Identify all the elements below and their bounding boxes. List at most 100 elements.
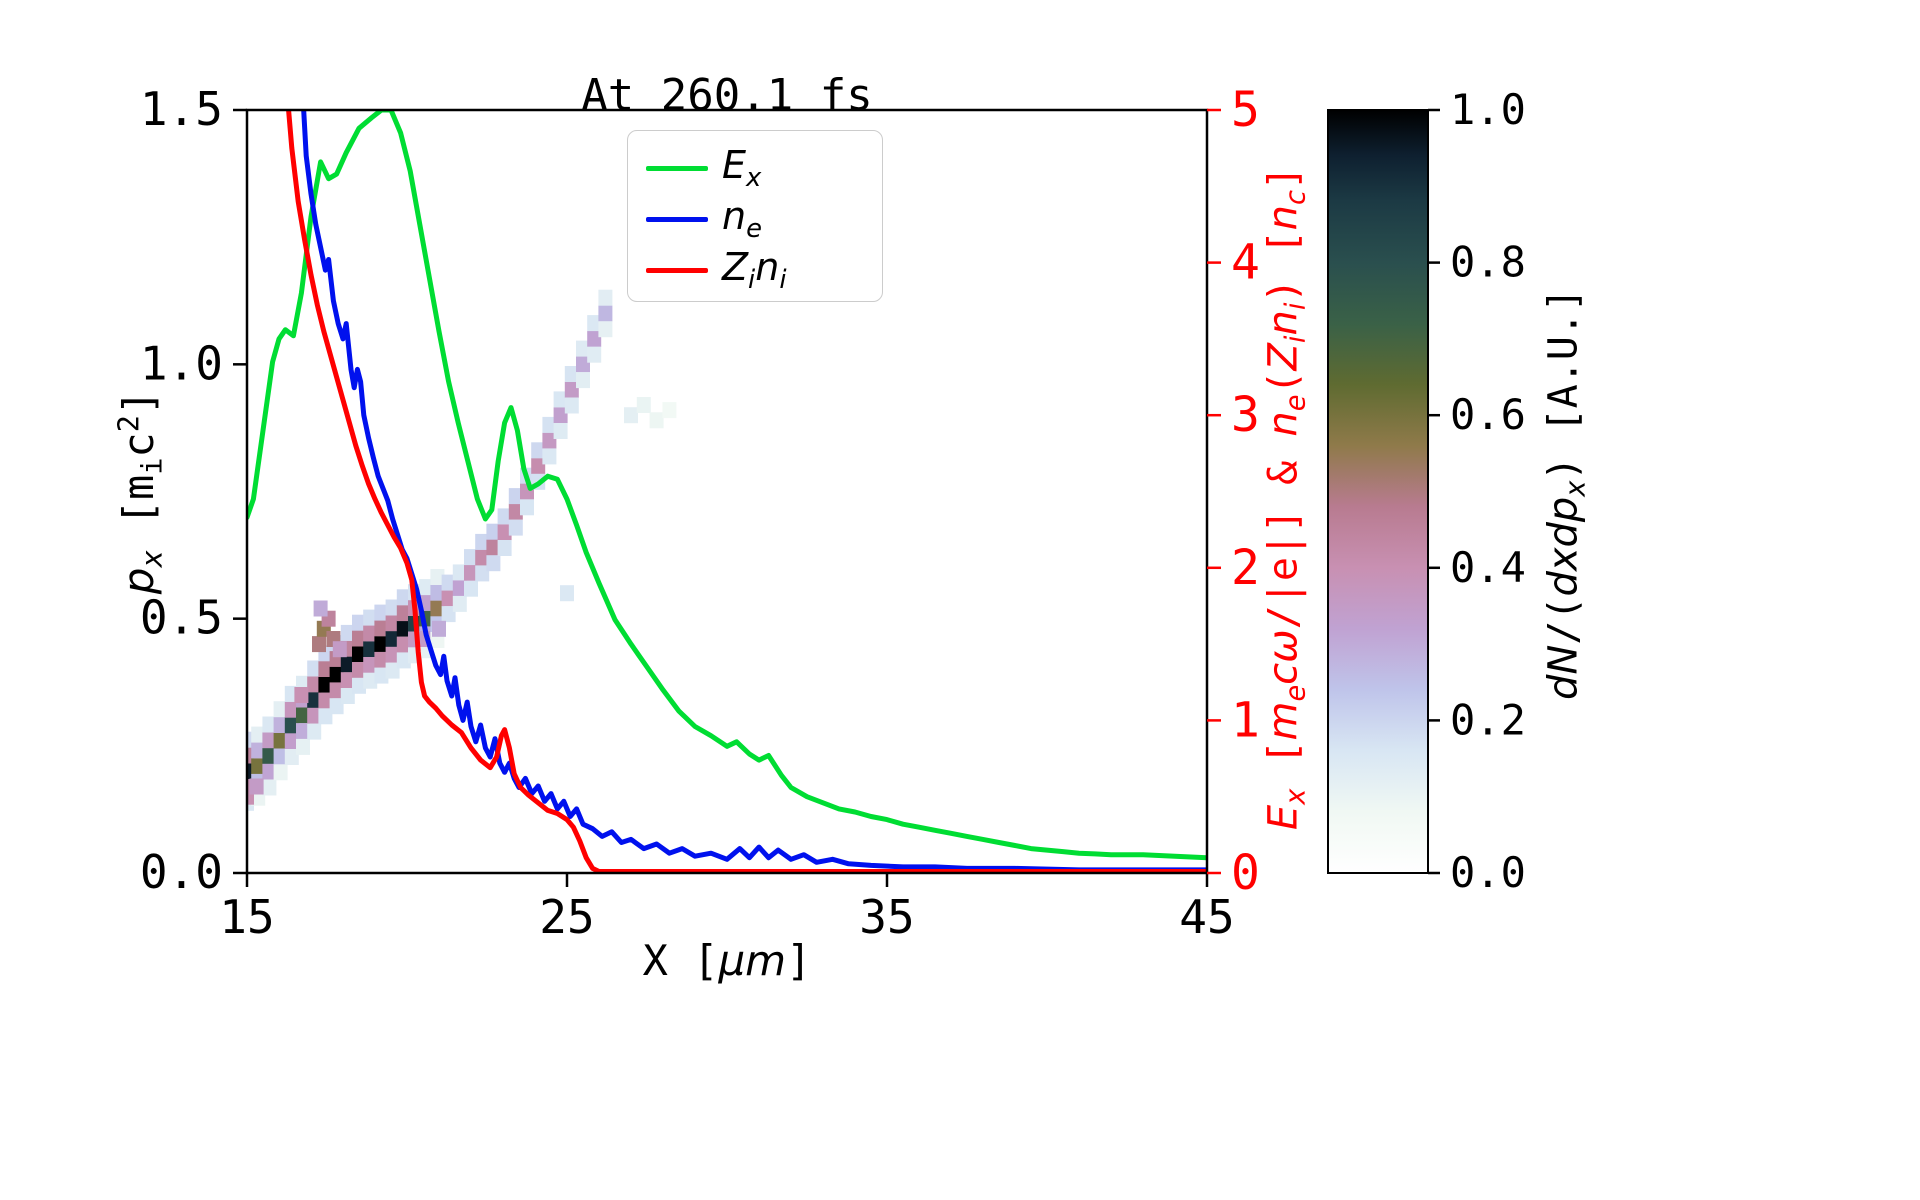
label-segment: i (1280, 302, 1312, 311)
label-segment: n (1260, 411, 1307, 437)
heatmap-cell (598, 321, 613, 338)
x-tick-label: 25 (539, 890, 594, 944)
heatmap-cell (531, 458, 546, 475)
label-segment: x (1280, 788, 1312, 805)
heatmap-cell (576, 372, 590, 389)
heatmap-cell (307, 692, 322, 709)
legend: Ex ne Zini (627, 130, 883, 302)
heatmap-cell (340, 656, 355, 673)
heatmap-cell (251, 742, 266, 759)
right-y-tick-label: 4 (1231, 235, 1260, 291)
label-segment: m (1260, 701, 1307, 741)
heatmap-cell (307, 707, 322, 724)
heatmap-cell (294, 687, 309, 703)
heatmap-cell (273, 701, 288, 718)
heatmap-cell (385, 631, 400, 647)
heatmap-cell (249, 778, 264, 795)
heatmap-cell (508, 488, 523, 505)
heatmap-cell (247, 763, 254, 780)
heatmap-cell (352, 630, 366, 647)
heatmap-cell (352, 662, 366, 678)
heatmap-cell (486, 523, 501, 540)
heatmap-cell (419, 579, 434, 596)
heatmap-cell (332, 641, 347, 658)
heatmap-cell (430, 584, 445, 601)
heatmap-cell (352, 677, 366, 694)
label-segment: dxdp (1540, 496, 1587, 597)
heatmap-cell (374, 667, 389, 684)
heatmap-cell (284, 733, 299, 750)
label-segment: E (722, 143, 747, 188)
heatmap-cell (396, 620, 411, 637)
label-segment: x (746, 162, 762, 193)
heatmap-cell (262, 716, 277, 733)
heatmap-cell (247, 747, 254, 764)
heatmap-cell (396, 636, 411, 653)
label-segment: e (746, 213, 762, 244)
heatmap-cell (374, 636, 389, 653)
legend-line-sample (646, 216, 708, 222)
colorbar-tick-label: 0.0 (1450, 848, 1526, 897)
right-y-axis-label: Ex [mecω/|e|] & ne(Zini) [nc] (1260, 166, 1311, 830)
heatmap-cell (312, 636, 326, 653)
heatmap-cell (542, 416, 557, 433)
heatmap-cell (553, 391, 568, 408)
label-segment: i (779, 264, 787, 295)
x-tick-label: 45 (1179, 890, 1234, 944)
heatmap-cell (385, 599, 400, 616)
label-segment: i (748, 264, 756, 295)
label-segment: n (722, 194, 747, 239)
heatmap-cell (273, 732, 288, 749)
heatmap-cell (340, 624, 355, 641)
left-y-tick-label: 1.0 (140, 336, 223, 390)
heatmap-cell (598, 289, 613, 306)
heatmap-cell (313, 600, 328, 617)
heatmap-cell (542, 432, 557, 449)
heatmap-cell (430, 569, 445, 585)
legend-item-Ex: Ex (646, 143, 882, 193)
label-segment: c (113, 432, 163, 458)
heatmap-cell (475, 565, 490, 582)
heatmap-cell (262, 763, 277, 780)
heatmap-cell (307, 660, 322, 677)
label-segment: x (134, 550, 169, 568)
heatmap-cell (307, 723, 322, 740)
heatmap-cell (374, 604, 389, 621)
heatmap-cell (396, 589, 411, 606)
colorbar-tick-label: 0.4 (1450, 543, 1526, 592)
heatmap-cell (542, 448, 557, 465)
label-segment: e (1280, 394, 1312, 412)
heatmap-cell (497, 540, 512, 556)
left-y-axis-label: px [mic2] (112, 390, 169, 594)
left-y-tick-label: 0.5 (140, 591, 223, 645)
heatmap-cell (396, 652, 411, 669)
heatmap-cell (296, 707, 310, 724)
heatmap-cell (247, 788, 254, 805)
right-y-tick-label: 0 (1231, 845, 1260, 901)
label-segment: [ (1260, 740, 1307, 789)
label-segment: c (1280, 190, 1312, 205)
heatmap-cell (560, 585, 574, 602)
legend-label: Ex (722, 143, 761, 193)
right-y-tick-label: 2 (1231, 540, 1260, 596)
heatmap-cell (508, 503, 523, 520)
heatmap-cell (553, 423, 568, 439)
heatmap-cell (318, 661, 333, 677)
heatmap-cell (385, 662, 400, 679)
label-segment: i (1280, 335, 1312, 344)
heatmap-cell (576, 356, 590, 373)
heatmap-cell (624, 407, 638, 424)
heatmap-cell (352, 646, 366, 663)
x-axis-label: X [μm] (643, 936, 812, 985)
heatmap-cell (430, 600, 445, 617)
heatmap-cell (441, 606, 456, 623)
heatmap-cell (273, 748, 288, 765)
heatmap-cell (649, 412, 664, 429)
left-y-tick-label: 0.0 (140, 845, 223, 899)
heatmap-cell (284, 701, 299, 718)
heatmap-cell (273, 717, 288, 733)
heatmap-cell (598, 305, 613, 322)
x-tick-label: 35 (859, 890, 914, 944)
heatmap-cell (396, 605, 411, 622)
